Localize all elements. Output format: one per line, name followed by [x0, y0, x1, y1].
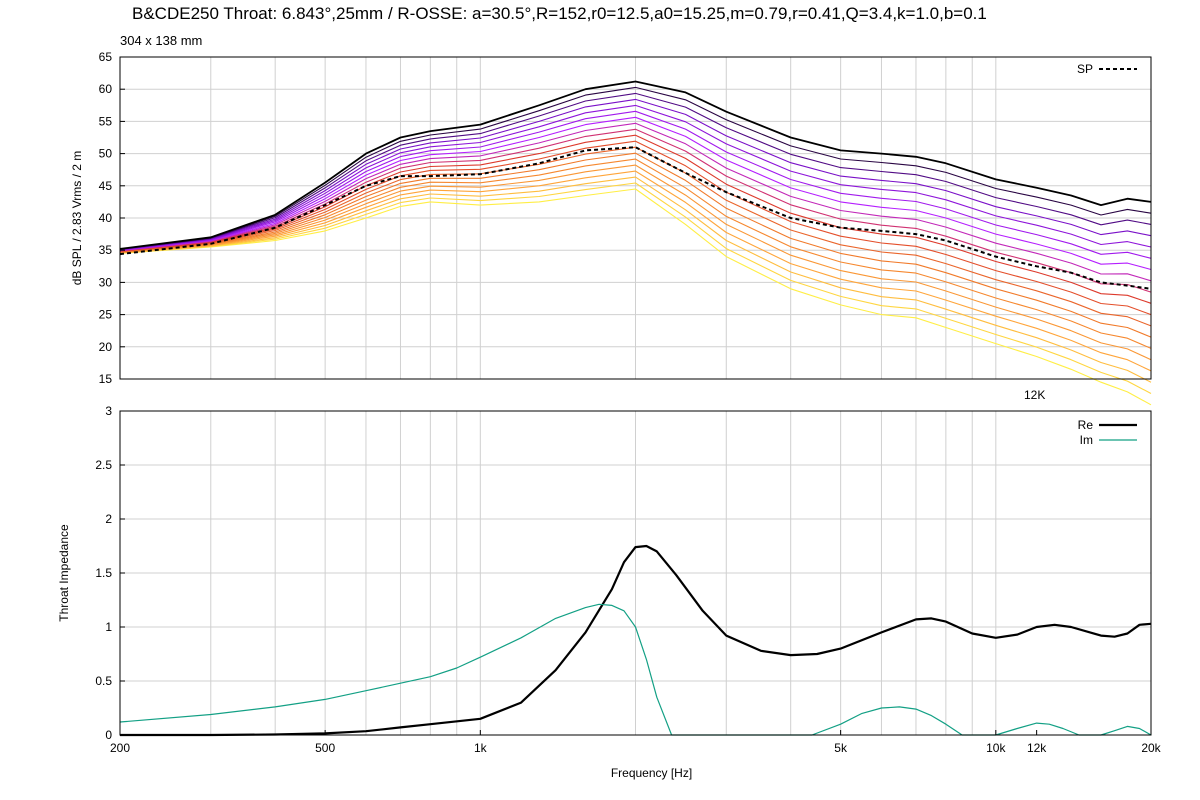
spl-polar-curve-12: [119, 152, 1152, 338]
spl-y-tick-label: 35: [99, 243, 113, 257]
spl-y-tick-label: 40: [99, 211, 113, 225]
spl-plot-frame: [119, 56, 1152, 380]
spl-polar-curve-9: [119, 134, 1152, 304]
x-tick-label: 200: [110, 741, 130, 755]
frequency-x-ticks: 200 500 1k 5k 10k 12k 20k: [110, 730, 1162, 755]
spl-y-tick-label: 20: [99, 340, 113, 354]
spl-y-tick-label: 15: [99, 372, 113, 386]
x-tick-label: 500: [315, 741, 335, 755]
x-tick-label: 12k: [1027, 741, 1047, 755]
spl-y-tick-label: 65: [99, 50, 113, 64]
impedance-y-ticks: 0 0.5 1 1.5 2 2.5 3: [95, 404, 125, 742]
x-tick-label: 1k: [474, 741, 488, 755]
spl-polar-curve-16: [119, 176, 1152, 383]
spl-polar-curve-10: [119, 140, 1152, 316]
spl-polar-curve-18: [119, 188, 1152, 406]
spl-y-ticks: 15 20 25 30 35 40 45 50 55 60 65: [99, 50, 125, 386]
impedance-grid: [120, 411, 1151, 735]
impedance-y-tick-label: 0.5: [95, 674, 112, 688]
impedance-y-axis-label: Throat Impedance: [57, 524, 71, 622]
spl-y-tick-label: 55: [99, 114, 113, 128]
impedance-y-tick-label: 1: [105, 620, 112, 634]
impedance-y-tick-label: 1.5: [95, 566, 112, 580]
impedance-y-tick-label: 3: [105, 404, 112, 418]
chart-subtitle: 304 x 138 mm: [120, 33, 203, 48]
legend-label-re: Re: [1078, 418, 1094, 432]
spl-polar-curve-6: [119, 116, 1152, 271]
spl-polar-curve-4: [119, 104, 1152, 251]
spl-polar-curve-1: [119, 86, 1152, 250]
spl-y-tick-label: 45: [99, 179, 113, 193]
spl-y-tick-label: 30: [99, 275, 113, 289]
spl-polar-curve-7: [119, 122, 1152, 282]
spl-y-tick-label: 60: [99, 82, 113, 96]
spl-polar-curve-17: [119, 182, 1152, 394]
impedance-panel: 0 0.5 1 1.5 2 2.5 3 200 500 1k 5k 10k 12k 20k Throat…: [57, 404, 1162, 780]
spl-polar-curve-13: [119, 158, 1152, 349]
legend-label-sp: SP: [1077, 62, 1093, 76]
impedance-legend: Re Im: [1078, 418, 1137, 447]
frequency-x-axis-label: Frequency [Hz]: [611, 766, 692, 780]
x-tick-label: 5k: [834, 741, 848, 755]
legend-label-im: Im: [1080, 433, 1093, 447]
spl-polar-curve-14: [119, 164, 1152, 361]
chart-title: B&CDE250 Throat: 6.843°,25mm / R-OSSE: a…: [132, 4, 987, 23]
x-tick-label: 10k: [986, 741, 1006, 755]
impedance-plot-frame: [119, 410, 1152, 736]
spl-curves: [119, 80, 1152, 406]
spl-polar-curve-3: [119, 98, 1152, 251]
spl-polar-curve-5: [119, 110, 1152, 259]
spl-polar-curve-11: [119, 146, 1152, 327]
spl-polar-curve-2: [119, 92, 1152, 250]
sp-series-line: [119, 146, 1152, 290]
spl-annotation-12k: 12K: [1024, 388, 1045, 402]
spl-y-tick-label: 50: [99, 147, 113, 161]
spl-legend: SP: [1077, 62, 1137, 76]
spl-polar-curve-15: [119, 170, 1152, 372]
impedance-y-tick-label: 2.5: [95, 458, 112, 472]
impedance-y-tick-label: 0: [105, 728, 112, 742]
spl-y-tick-label: 25: [99, 308, 113, 322]
re-series-line: [120, 544, 1152, 737]
spl-polar-curve-8: [119, 128, 1152, 293]
spl-panel: 15 20 25 30 35 40 45 50 55 60 65 dB SPL / 2.83 Vrm…: [70, 50, 1152, 406]
spl-polar-curve-0: [119, 80, 1152, 250]
spl-y-axis-label: dB SPL / 2.83 Vrms / 2 m: [70, 151, 84, 286]
impedance-y-tick-label: 2: [105, 512, 112, 526]
x-tick-label: 20k: [1141, 741, 1161, 755]
